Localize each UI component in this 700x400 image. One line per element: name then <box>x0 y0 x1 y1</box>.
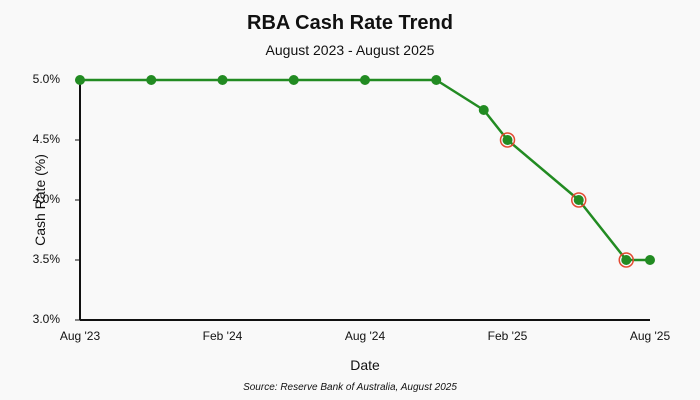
data-point[interactable] <box>478 105 489 115</box>
rate-cut-highlight <box>618 252 634 268</box>
data-point[interactable] <box>645 255 655 265</box>
axes <box>79 80 650 321</box>
data-point[interactable] <box>573 195 584 205</box>
y-tick-label: 5.0% <box>33 72 61 86</box>
x-tick-label: Aug '25 <box>630 329 671 343</box>
rate-cut-highlight <box>571 192 587 208</box>
data-point[interactable] <box>288 75 299 85</box>
y-tick-label: 3.0% <box>33 312 61 326</box>
x-tick-label: Feb '25 <box>488 329 528 343</box>
data-point[interactable] <box>431 75 442 85</box>
y-tick-label: 4.5% <box>33 132 61 146</box>
data-point[interactable] <box>502 135 513 145</box>
data-point[interactable] <box>621 255 632 265</box>
chart-title: RBA Cash Rate Trend <box>247 12 453 34</box>
y-tick-labels: 3.0% 3.5% 4.0% 4.5% 5.0% <box>33 72 80 326</box>
x-axis-label: Date <box>350 357 380 373</box>
data-point[interactable] <box>75 75 85 85</box>
data-point[interactable] <box>146 75 157 85</box>
data-point[interactable] <box>217 75 228 85</box>
x-tick-label: Aug '23 <box>60 329 101 343</box>
x-tick-label: Aug '24 <box>345 329 386 343</box>
x-tick-labels: Aug '23 Feb '24 Aug '24 Feb '25 Aug '25 <box>60 329 671 343</box>
y-tick-label: 3.5% <box>33 252 61 266</box>
y-axis-label: Cash Rate (%) <box>32 154 48 246</box>
series-line <box>78 78 652 262</box>
y-tick-label: 4.0% <box>33 192 61 206</box>
series-layer <box>75 75 655 268</box>
data-point[interactable] <box>360 75 370 85</box>
rate-cut-highlight <box>499 132 516 148</box>
x-tick-label: Feb '24 <box>203 329 243 343</box>
source-note: Source: Reserve Bank of Australia, Augus… <box>243 382 457 393</box>
chart-subtitle: August 2023 - August 2025 <box>266 42 435 58</box>
